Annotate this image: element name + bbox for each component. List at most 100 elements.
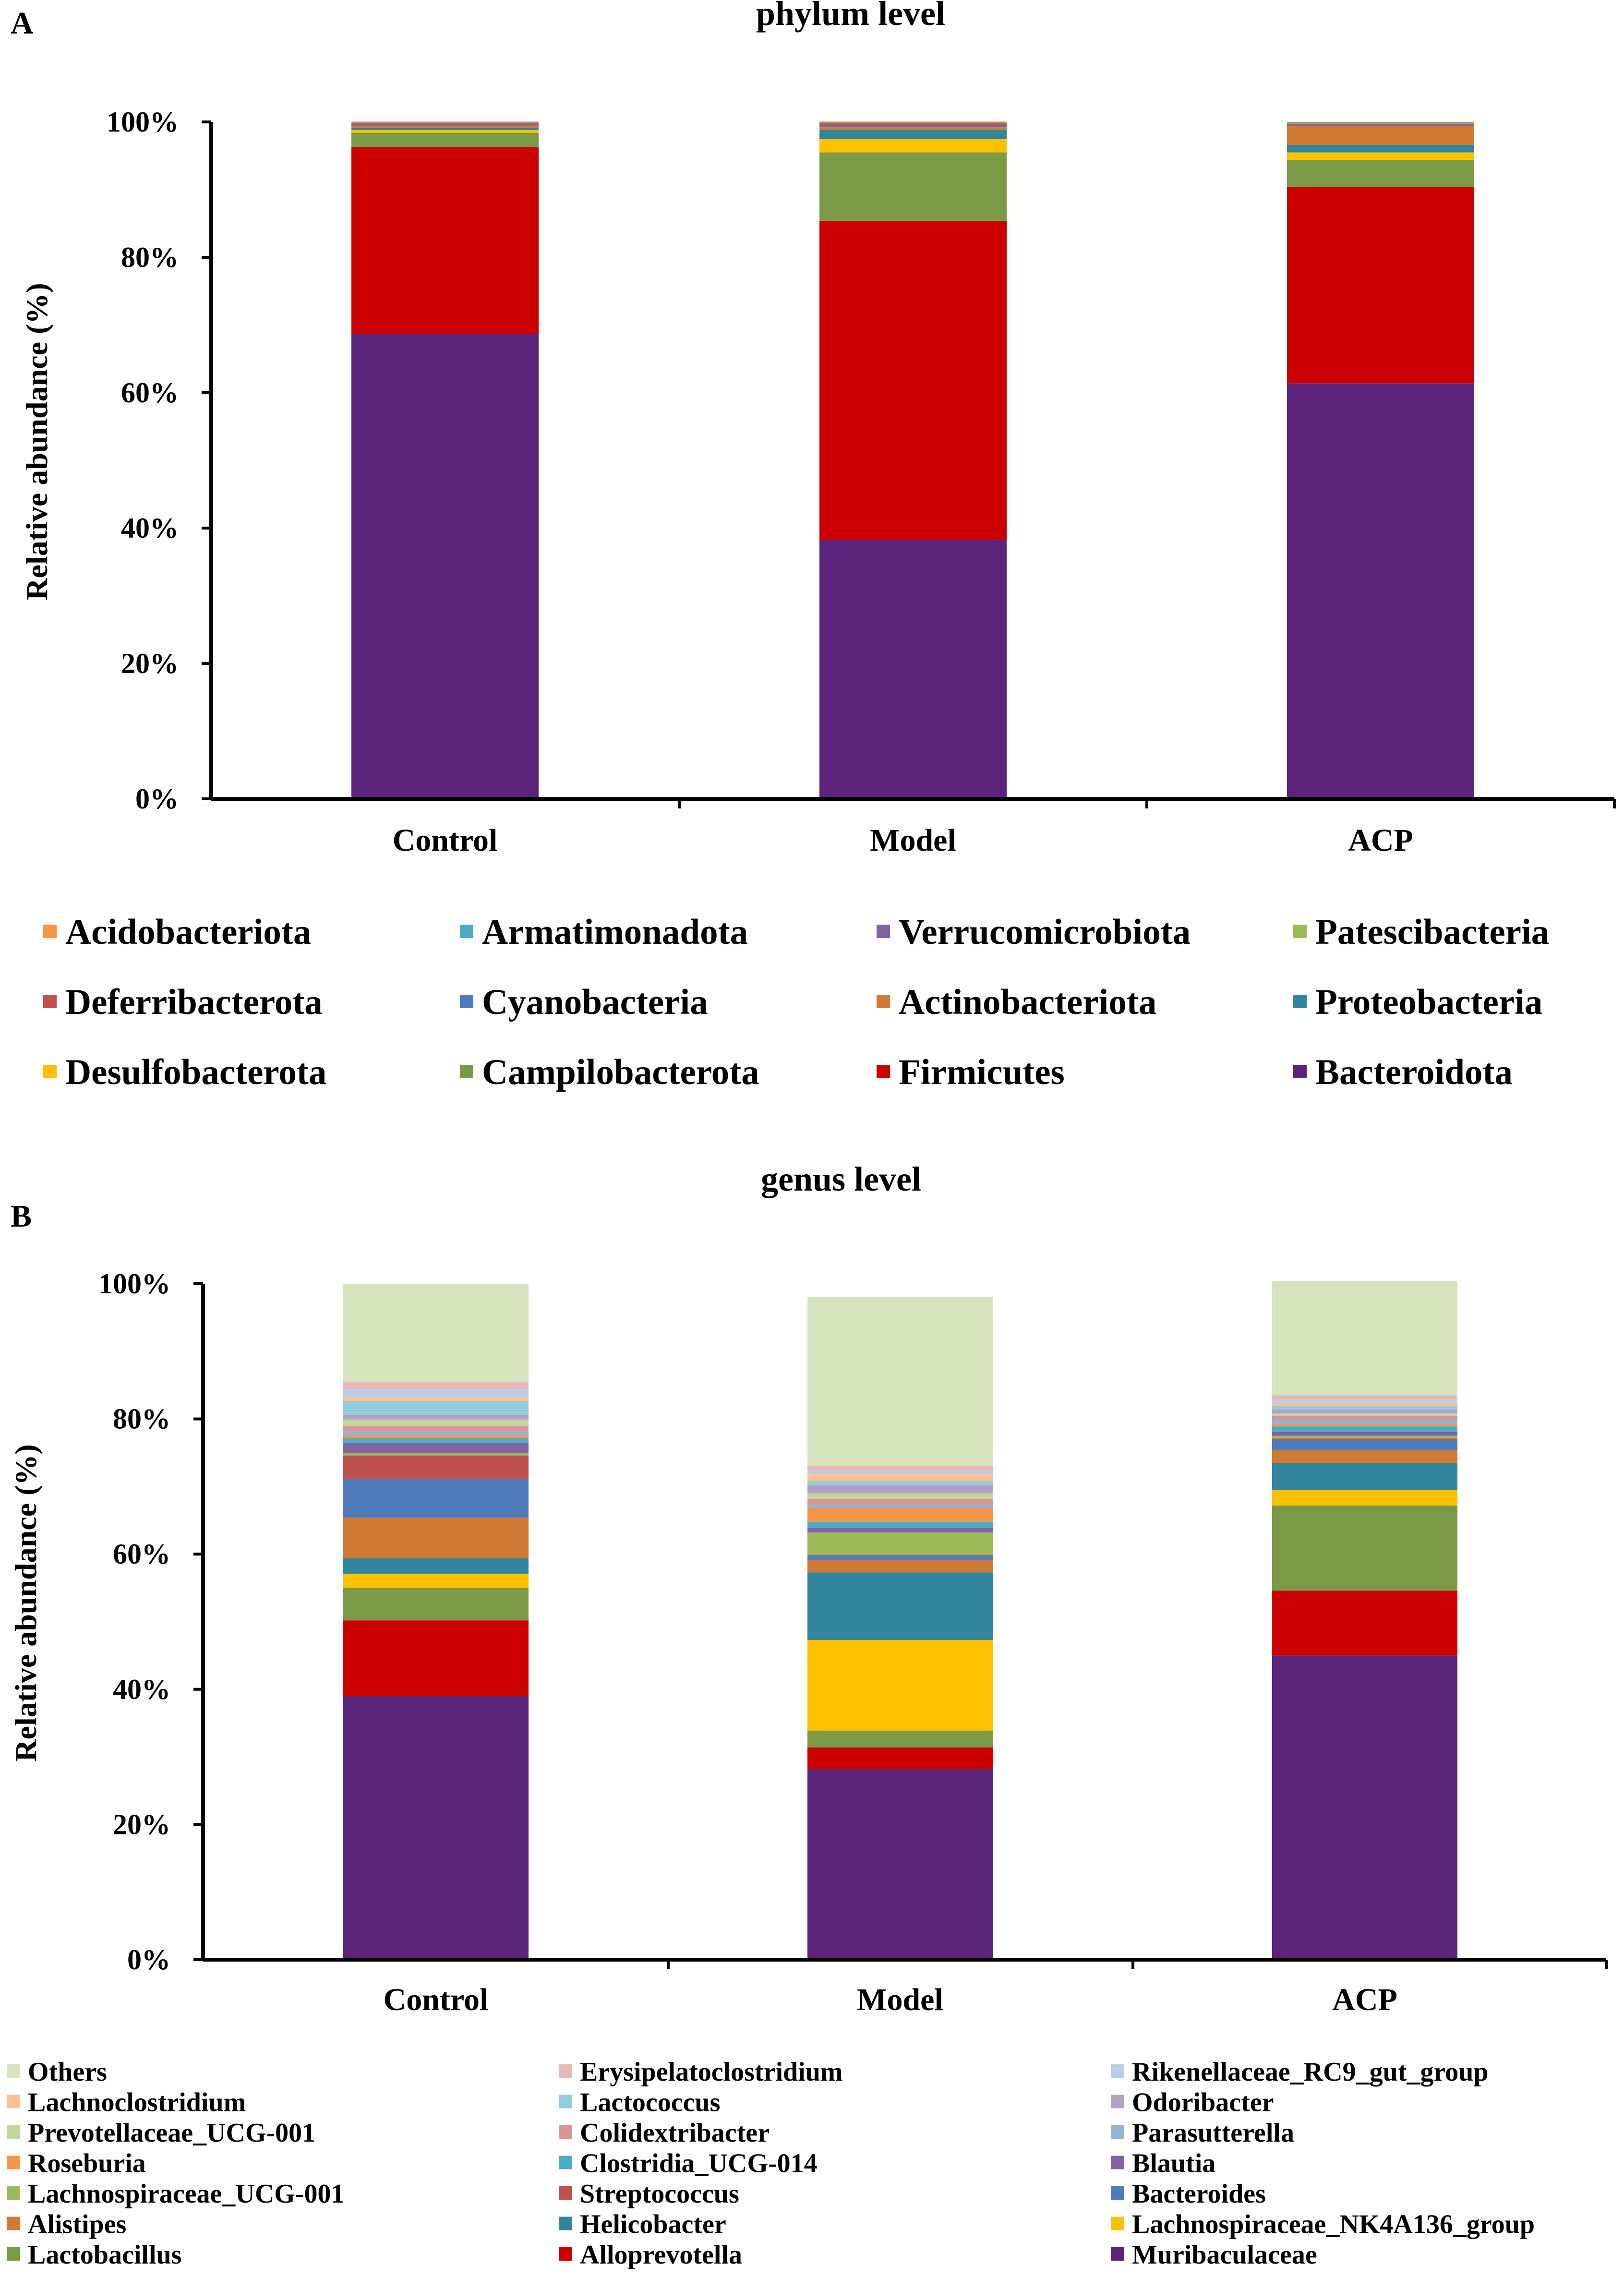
panel-a-legend-label-proteobacteria: Proteobacteria bbox=[1315, 982, 1542, 1022]
panel-a-legend-label-actinobacteriota: Actinobacteriota bbox=[899, 982, 1156, 1022]
panel-b-bar-acp-streptococcus bbox=[1272, 1438, 1457, 1440]
panel-a-letter: A bbox=[11, 6, 34, 41]
panel-a-bar-acp-patescibacteria bbox=[1287, 123, 1474, 124]
panel-a-bar-model-bacteroidota bbox=[819, 539, 1007, 799]
panel-a-bar-acp-campilobacterota bbox=[1287, 159, 1474, 187]
panel-b-legend-label-helicobacter: Helicobacter bbox=[580, 2210, 726, 2240]
panel-b-bar-model-parasutterella bbox=[807, 1505, 993, 1508]
panel-a-bar-acp-deferribacterota bbox=[1287, 124, 1474, 126]
panel-a-legend-label-campilobacterota: Campilobacterota bbox=[482, 1052, 759, 1092]
panel-b-category-label-control: Control bbox=[384, 1982, 489, 2017]
panel-b-title: genus level bbox=[761, 1160, 921, 1198]
panel-a-y-tick-label: 20% bbox=[121, 648, 179, 679]
panel-a-legend-label-cyanobacteria: Cyanobacteria bbox=[482, 982, 708, 1022]
panel-a-bar-control-acidobacteriota bbox=[351, 121, 539, 122]
panel-b-bar-control-roseburia bbox=[343, 1435, 529, 1438]
panel-a-bar-model-deferribacterota bbox=[819, 123, 1007, 126]
panel-b-bar-model-rikenellaceae-rc9-gut-group bbox=[807, 1470, 993, 1475]
panel-a-bar-model-desulfobacterota bbox=[819, 139, 1007, 153]
panel-b-legend-label-bacteroides: Bacteroides bbox=[1132, 2179, 1266, 2209]
panel-b-y-ticks: 0% 20% 40% 60% 80% 100% bbox=[98, 1268, 203, 1976]
panel-b-legend-swatch-roseburia bbox=[7, 2156, 20, 2169]
panel-b-legend-label-alloprevotella: Alloprevotella bbox=[580, 2240, 742, 2270]
panel-b-bar-control-clostridia-ucg-014 bbox=[343, 1438, 529, 1443]
panel-a-bar-control-proteobacteria bbox=[351, 128, 539, 130]
panel-b-y-tick-label: 80% bbox=[113, 1403, 170, 1435]
panel-b-bar-control-erysipelatoclostridium bbox=[343, 1382, 529, 1389]
panel-b-legend-label-colidextribacter: Colidextribacter bbox=[580, 2118, 770, 2148]
panel-b-bar-model-lactobacillus bbox=[807, 1730, 993, 1747]
panel-b-legend-label-clostridia-ucg-014: Clostridia_UCG-014 bbox=[580, 2149, 818, 2179]
panel-a-x-ticks: Control Model ACP bbox=[393, 799, 1616, 858]
panel-a-bar-control-bacteroidota bbox=[351, 334, 539, 799]
panel-a-bar-acp-cyanobacteria bbox=[1287, 125, 1474, 126]
panel-a-category-label-control: Control bbox=[393, 823, 498, 858]
panel-b-bar-acp-alistipes bbox=[1272, 1450, 1457, 1463]
panel-b-bar-acp-rikenellaceae-rc9-gut-group bbox=[1272, 1399, 1457, 1403]
panel-a-legend-swatch-patescibacteria bbox=[1293, 925, 1307, 938]
panel-b-legend-swatch-lactobacillus bbox=[7, 2247, 20, 2261]
panel-b-y-axis-label: Relative abundance (%) bbox=[9, 1444, 43, 1761]
panel-b-bar-acp-lachnoclostridium bbox=[1272, 1402, 1457, 1406]
panel-a-bar-control-desulfobacterota bbox=[351, 130, 539, 133]
panel-a-bar-control-firmicutes bbox=[351, 147, 539, 334]
panel-a-bar-model-patescibacteria bbox=[819, 122, 1007, 123]
panel-b-bar-control-parasutterella bbox=[343, 1431, 529, 1435]
panel-b-y-tick-label: 60% bbox=[113, 1538, 170, 1570]
panel-a-bar-control-verrucomicrobiota bbox=[351, 122, 539, 123]
panel-b-legend-label-lactococcus: Lactococcus bbox=[580, 2088, 720, 2118]
panel-b-legend-swatch-muribaculaceae bbox=[1111, 2247, 1124, 2261]
panel-a-legend-label-bacteroidota: Bacteroidota bbox=[1315, 1052, 1513, 1092]
panel-a-category-label-acp: ACP bbox=[1348, 823, 1413, 858]
panel-b-legend-swatch-parasutterella bbox=[1111, 2125, 1124, 2139]
panel-a-bar-acp-proteobacteria bbox=[1287, 145, 1474, 153]
panel-b-bar-control-muribaculaceae bbox=[343, 1696, 529, 1960]
panel-a-bar-model-actinobacteriota bbox=[819, 127, 1007, 130]
panel-b-bar-control-lachnospiraceae-ucg-001 bbox=[343, 1453, 529, 1456]
panel-b-bar-acp-prevotellaceae-ucg-001 bbox=[1272, 1413, 1457, 1416]
panel-b-legend-swatch-lachnospiraceae-nk4a136-group bbox=[1111, 2217, 1124, 2230]
panel-b-legend-label-lactobacillus: Lactobacillus bbox=[28, 2240, 181, 2270]
panel-b-legend-swatch-prevotellaceae-ucg-001 bbox=[7, 2125, 20, 2139]
panel-b-bar-control-lachnospiraceae-nk4a136-group bbox=[343, 1574, 529, 1588]
panel-a-bar-acp-desulfobacterota bbox=[1287, 152, 1474, 160]
panel-a-y-tick-label: 40% bbox=[121, 512, 179, 544]
panel-b-legend-label-others: Others bbox=[28, 2057, 107, 2087]
panel-a-bar-acp-verrucomicrobiota bbox=[1287, 122, 1474, 123]
panel-b-bar-acp-parasutterella bbox=[1272, 1420, 1457, 1424]
panel-b-bar-acp-blautia bbox=[1272, 1432, 1457, 1436]
panel-b-bar-acp-lachnospiraceae-ucg-001 bbox=[1272, 1435, 1457, 1439]
panel-b-legend-swatch-clostridia-ucg-014 bbox=[559, 2156, 572, 2169]
panel-b-legend-swatch-helicobacter bbox=[559, 2217, 572, 2230]
panel-b-letter: B bbox=[11, 1199, 32, 1234]
panel-a-legend-label-firmicutes: Firmicutes bbox=[899, 1052, 1065, 1092]
panel-a-legend-swatch-cyanobacteria bbox=[460, 995, 473, 1008]
panel-b-legend-label-prevotellaceae-ucg-001: Prevotellaceae_UCG-001 bbox=[28, 2118, 315, 2148]
panel-a-bar-control-patescibacteria bbox=[351, 122, 539, 123]
panel-b-bar-model-lactococcus bbox=[807, 1481, 993, 1485]
panel-b-bar-control-lachnoclostridium bbox=[343, 1397, 529, 1401]
panel-b-bar-acp-muribaculaceae bbox=[1272, 1655, 1457, 1960]
panel-b-legend-label-streptococcus: Streptococcus bbox=[580, 2179, 739, 2209]
panel-b-legend-swatch-bacteroides bbox=[1111, 2186, 1124, 2200]
panel-a-bar-control-deferribacterota bbox=[351, 123, 539, 126]
panel-b-bar-acp-odoribacter bbox=[1272, 1409, 1457, 1414]
panel-a-legend-label-desulfobacterota: Desulfobacterota bbox=[65, 1052, 326, 1092]
panel-b-bar-acp-colidextribacter bbox=[1272, 1416, 1457, 1420]
panel-b-bar-control-prevotellaceae-ucg-001 bbox=[343, 1420, 529, 1426]
panel-a-legend-swatch-verrucomicrobiota bbox=[877, 925, 890, 938]
panel-a-bars bbox=[351, 121, 1474, 799]
panel-a-bar-acp-bacteroidota bbox=[1287, 383, 1474, 799]
panel-a-legend-swatch-desulfobacterota bbox=[43, 1065, 57, 1078]
panel-a-legend-swatch-firmicutes bbox=[877, 1065, 890, 1078]
panel-b-y-tick-label: 100% bbox=[98, 1268, 170, 1300]
panel-a-bar-model-firmicutes bbox=[819, 220, 1007, 540]
panel-b-bar-model-bacteroides bbox=[807, 1555, 993, 1560]
panel-b-x-ticks: Control Model ACP bbox=[384, 1960, 1608, 2017]
panel-b-bar-model-clostridia-ucg-014 bbox=[807, 1521, 993, 1528]
panel-b-legend-label-lachnospiraceae-ucg-001: Lachnospiraceae_UCG-001 bbox=[28, 2179, 345, 2209]
panel-b-bar-acp-erysipelatoclostridium bbox=[1272, 1395, 1457, 1399]
panel-b-legend-swatch-lactococcus bbox=[559, 2095, 572, 2108]
panel-a-y-tick-label: 60% bbox=[121, 377, 179, 409]
panel-b-bar-model-helicobacter bbox=[807, 1572, 993, 1640]
